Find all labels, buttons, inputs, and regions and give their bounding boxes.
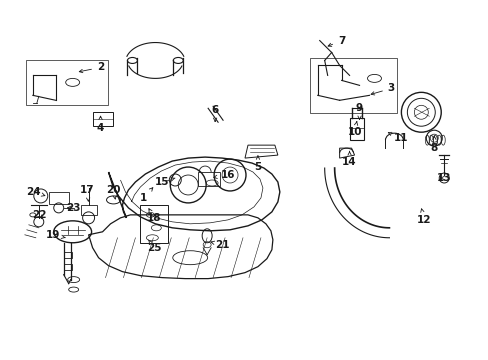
Bar (309, 58, 397, 113)
Text: 10: 10 (346, 122, 361, 137)
Text: 1: 1 (140, 188, 153, 203)
Text: 14: 14 (342, 152, 356, 167)
Text: 7: 7 (327, 36, 345, 46)
Text: 21: 21 (211, 240, 229, 250)
Text: 11: 11 (387, 132, 408, 143)
Bar (63, 252, 72, 258)
Bar (49, 192, 68, 204)
Text: 12: 12 (416, 209, 431, 225)
Text: 24: 24 (26, 187, 45, 197)
Text: 9: 9 (355, 103, 363, 120)
Text: 6: 6 (211, 105, 218, 121)
Text: 8: 8 (430, 136, 437, 153)
Text: 18: 18 (147, 209, 161, 223)
Text: 19: 19 (45, 230, 65, 240)
Text: 13: 13 (436, 173, 450, 183)
Bar (63, 264, 72, 270)
Text: 23: 23 (66, 203, 81, 213)
Text: 17: 17 (80, 185, 95, 201)
Text: 5: 5 (254, 156, 261, 172)
Bar (140, 205, 168, 243)
Text: 25: 25 (147, 240, 161, 253)
Bar (349, 118, 363, 140)
Bar (92, 112, 112, 126)
Bar (81, 205, 96, 215)
Text: 15: 15 (155, 177, 175, 187)
Text: 16: 16 (213, 170, 235, 180)
Bar (26, 60, 107, 105)
Text: 22: 22 (33, 210, 47, 220)
Bar (198, 172, 220, 186)
Text: 20: 20 (106, 185, 121, 199)
Text: 3: 3 (370, 84, 394, 95)
Text: 2: 2 (79, 62, 104, 73)
Text: 4: 4 (97, 116, 104, 133)
